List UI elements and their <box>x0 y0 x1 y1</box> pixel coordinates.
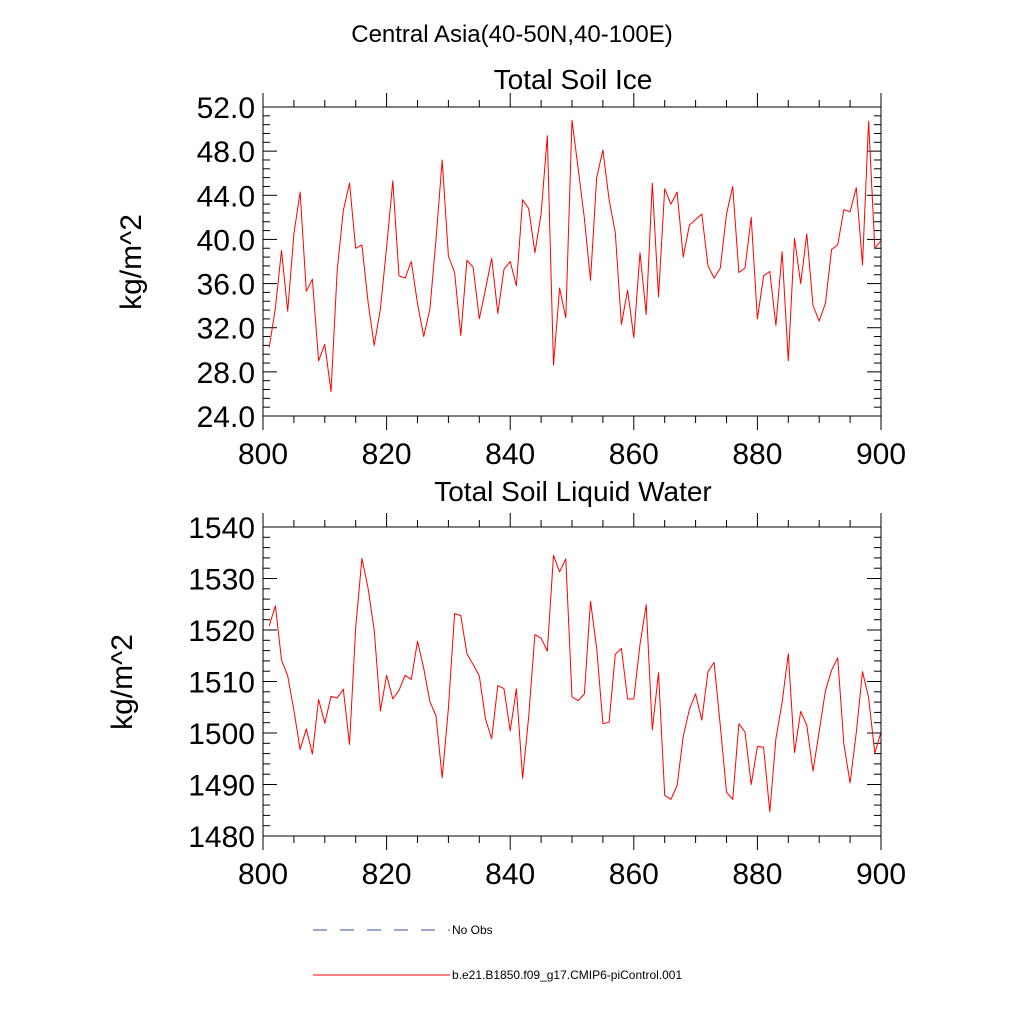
data-series <box>268 554 882 813</box>
series-line <box>268 119 882 393</box>
plot-frame <box>262 526 882 837</box>
x-tick-label: 800 <box>238 858 288 891</box>
plot-frame <box>262 106 882 417</box>
y-tick-label: 1540 <box>188 512 255 545</box>
y-tick-label: 36.0 <box>197 269 255 302</box>
x-tick-label: 860 <box>609 438 659 471</box>
x-tick-label: 820 <box>362 438 412 471</box>
chart-title: Total Soil Liquid Water <box>434 476 712 507</box>
axis-ticks <box>262 513 882 850</box>
y-axis-label: kg/m^2 <box>115 214 148 310</box>
axis-ticks <box>262 93 882 430</box>
legend: No Obs b.e21.B1850.f09_g17.CMIP6-piContr… <box>313 923 682 982</box>
legend-label: b.e21.B1850.f09_g17.CMIP6-piControl.001 <box>452 968 682 982</box>
y-tick-label: 52.0 <box>197 92 255 125</box>
chart-title: Total Soil Ice <box>494 64 653 95</box>
x-tick-label: 900 <box>856 438 906 471</box>
legend-entry-no-obs: No Obs <box>313 923 493 937</box>
y-tick-label: 24.0 <box>197 401 255 434</box>
chart-total-soil-ice: Total Soil Ice kg/m^2 800 820 840 860 880 900… <box>115 64 906 471</box>
x-tick-label: 860 <box>609 858 659 891</box>
y-axis-label: kg/m^2 <box>106 634 139 730</box>
y-tick-label: 44.0 <box>197 180 255 213</box>
y-tick-label: 40.0 <box>197 224 255 257</box>
y-tick-label: 1490 <box>188 770 255 803</box>
x-tick-label: 800 <box>238 438 288 471</box>
x-tick-label: 880 <box>732 438 782 471</box>
tick-labels: 800 820 840 860 880 900 24.0 28.0 32.0 36.0 40.0 44… <box>197 92 906 471</box>
figure-title: Central Asia(40-50N,40-100E) <box>351 21 673 48</box>
x-tick-label: 840 <box>485 858 535 891</box>
legend-label: No Obs <box>452 923 493 937</box>
legend-entry-model-run: b.e21.B1850.f09_g17.CMIP6-piControl.001 <box>313 968 682 982</box>
data-series <box>268 119 882 393</box>
series-line <box>268 554 882 813</box>
y-tick-label: 1520 <box>188 615 255 648</box>
x-tick-label: 820 <box>362 858 412 891</box>
y-tick-label: 1530 <box>188 564 255 597</box>
y-tick-label: 1510 <box>188 667 255 700</box>
y-tick-label: 1480 <box>188 821 255 854</box>
x-tick-label: 900 <box>856 858 906 891</box>
tick-labels: 800 820 840 860 880 900 1480 1490 1500 1510 1520 15… <box>188 512 906 891</box>
y-tick-label: 28.0 <box>197 357 255 390</box>
y-tick-label: 32.0 <box>197 313 255 346</box>
x-tick-label: 840 <box>485 438 535 471</box>
y-tick-label: 1500 <box>188 718 255 751</box>
y-tick-label: 48.0 <box>197 136 255 169</box>
x-tick-label: 880 <box>732 858 782 891</box>
chart-total-soil-liquid-water: Total Soil Liquid Water kg/m^2 800 820 840… <box>106 476 906 891</box>
